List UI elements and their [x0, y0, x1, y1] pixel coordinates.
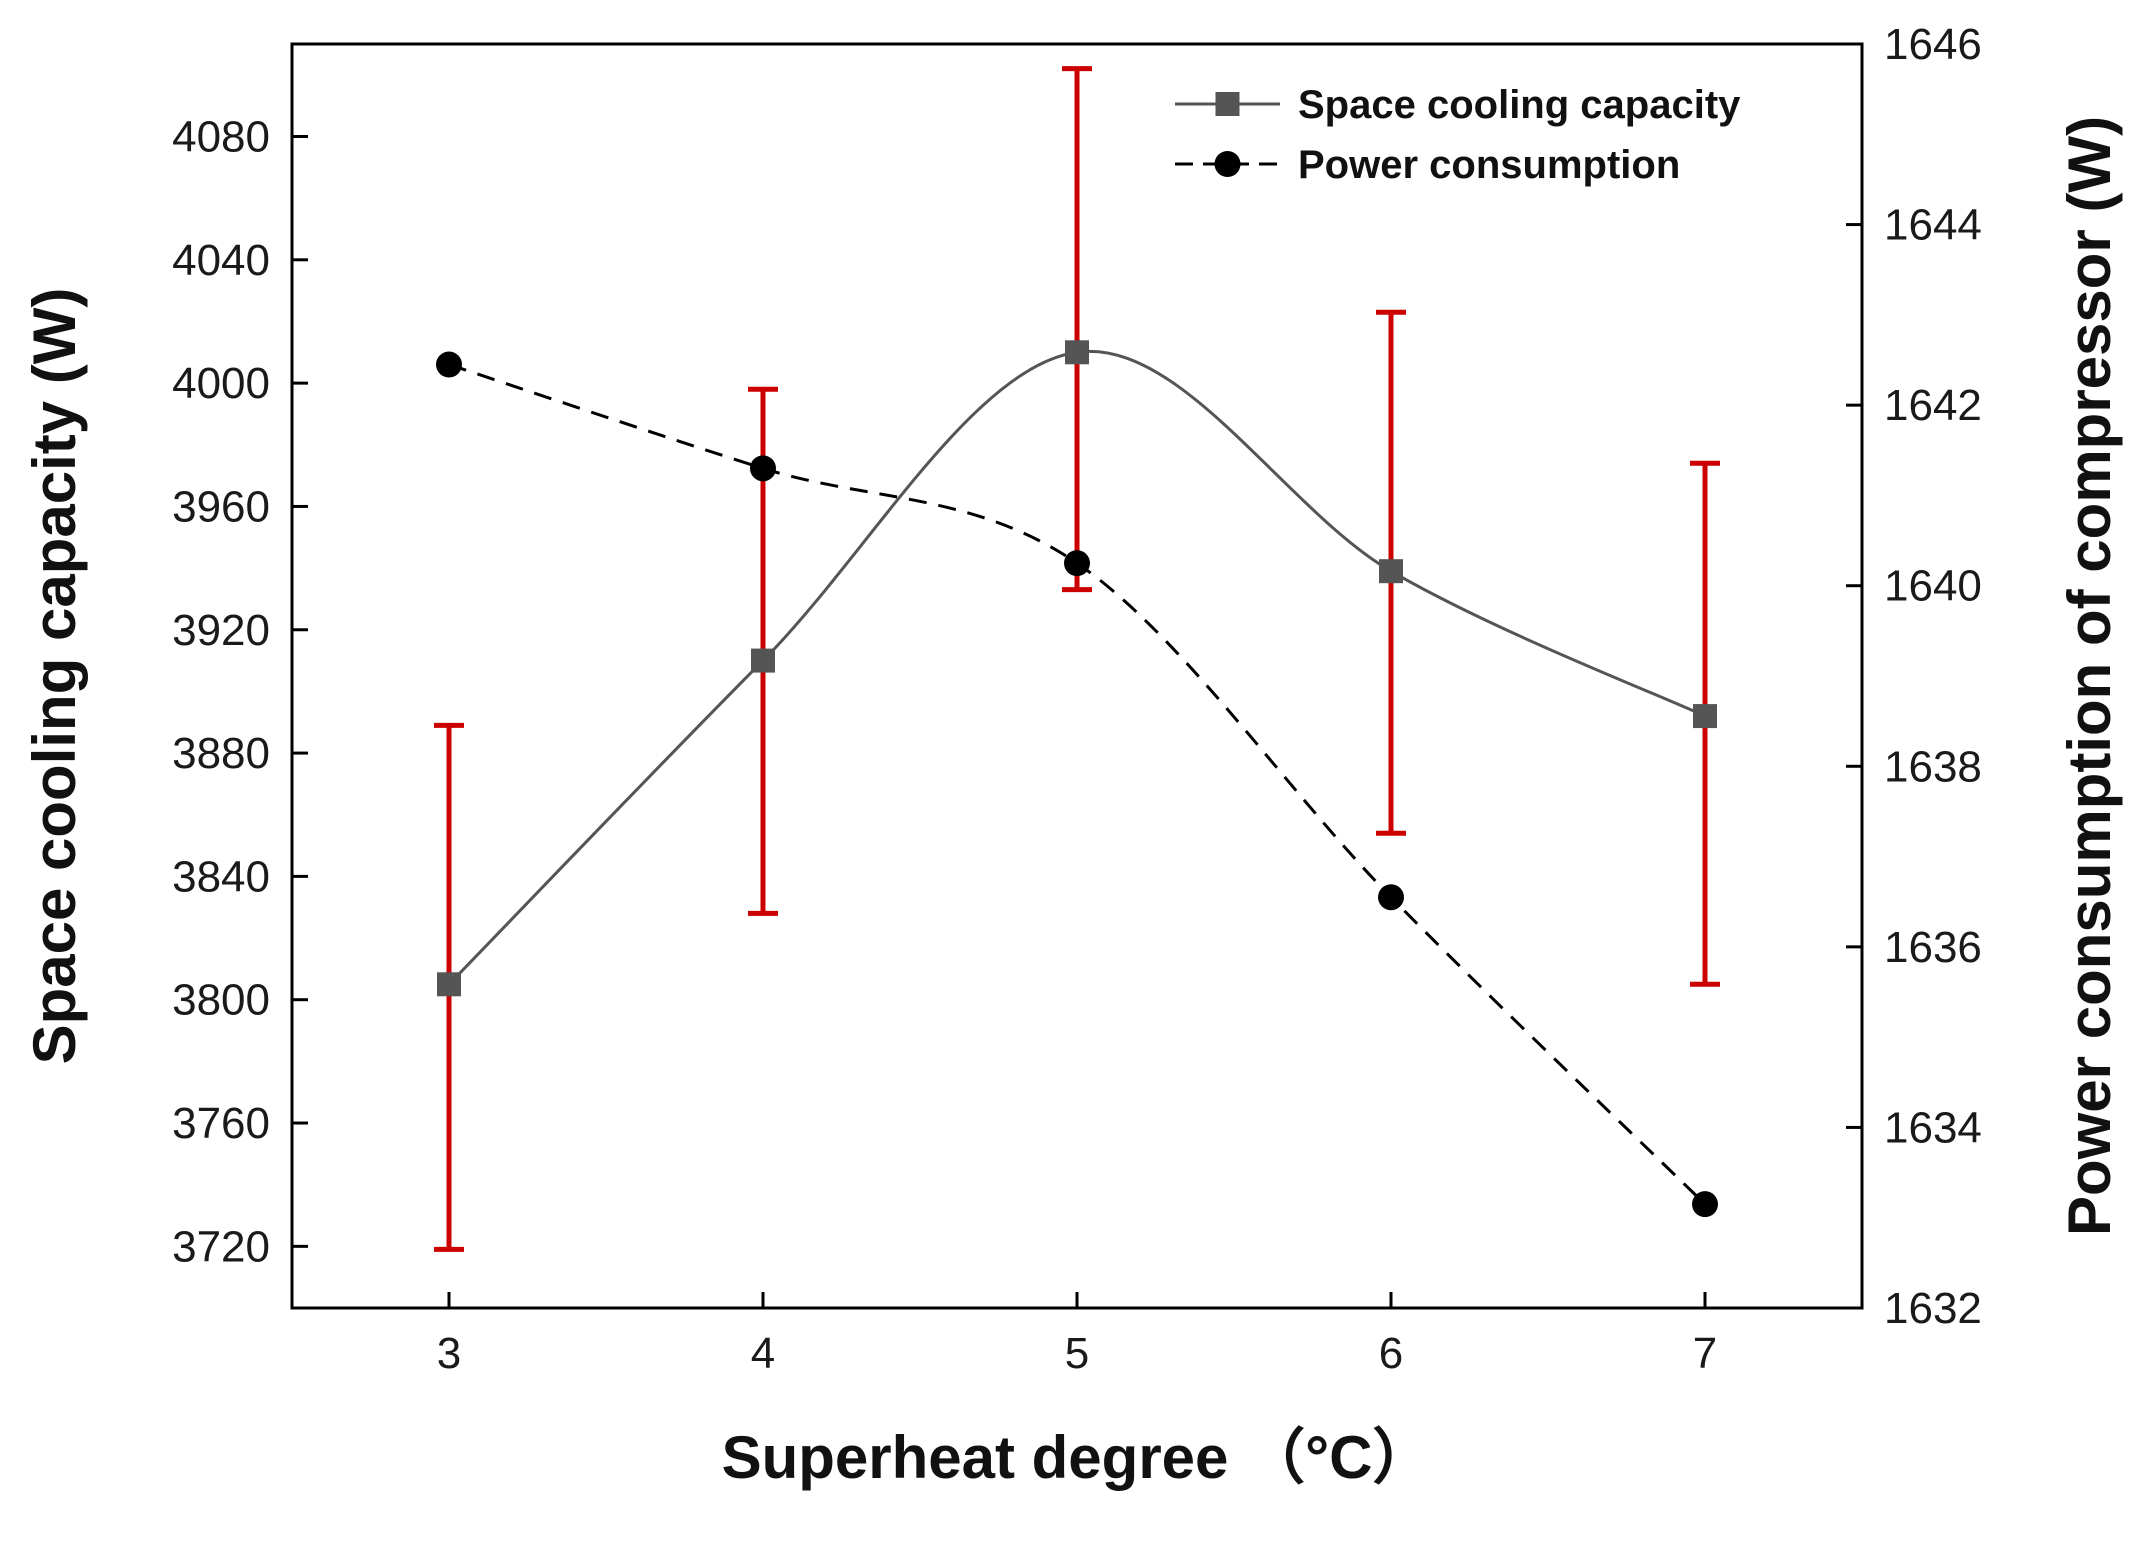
y-right-tick-label: 1644 — [1884, 201, 1982, 250]
legend-label-power-consumption: Power consumption — [1298, 143, 1680, 187]
data-markers — [436, 340, 1718, 1218]
y-left-tick-label: 3840 — [172, 852, 270, 901]
y-left-tick-label: 3960 — [172, 482, 270, 531]
x-tick-label: 6 — [1379, 1329, 1403, 1378]
y-right-tick-label: 1638 — [1884, 742, 1982, 791]
data-point-square — [1065, 340, 1089, 365]
data-point-square — [437, 972, 461, 997]
y-left-tick-label: 4080 — [172, 112, 270, 161]
y-left-tick-label: 4040 — [172, 236, 270, 285]
y-axis-right-title: Power consumption of compressor (W) — [2056, 116, 2123, 1236]
y-left-tick-label: 4000 — [172, 359, 270, 408]
y-left-tick-label: 3920 — [172, 606, 270, 655]
data-point-circle — [1692, 1191, 1718, 1218]
legend: Space cooling capacity Power consumption — [1175, 83, 1741, 187]
data-point-circle — [750, 455, 776, 482]
y-axis-left-title: Space cooling capacity (W) — [21, 288, 88, 1065]
data-point-circle — [1064, 550, 1090, 577]
x-tick-label: 7 — [1693, 1329, 1717, 1378]
y-left-tick-label: 3760 — [172, 1099, 270, 1148]
legend-marker-circle — [1214, 151, 1241, 177]
legend-marker-square — [1215, 92, 1240, 116]
y-left-tick-label: 3880 — [172, 729, 270, 778]
y-right-tick-label: 1642 — [1884, 381, 1982, 430]
data-point-circle — [1378, 884, 1404, 911]
y-right-tick-label: 1640 — [1884, 562, 1982, 611]
y-right-tick-label: 1636 — [1884, 923, 1982, 972]
y-right-tick-label: 1646 — [1884, 20, 1982, 69]
x-tick-label: 4 — [751, 1329, 775, 1378]
legend-label-space-cooling-capacity: Space cooling capacity — [1298, 83, 1741, 127]
data-point-square — [1693, 704, 1717, 729]
x-tick-label: 5 — [1065, 1329, 1089, 1378]
y-right-tick-label: 1634 — [1884, 1103, 1982, 1152]
y-right-tick-label: 1632 — [1884, 1284, 1982, 1333]
x-tick-label: 3 — [437, 1329, 461, 1378]
data-point-circle — [436, 351, 462, 378]
series-line-space-cooling-capacity — [447, 349, 1706, 986]
data-point-square — [1379, 559, 1403, 584]
y-left-tick-label: 3720 — [172, 1222, 270, 1271]
axes: 3 4 5 6 7 3720 3760 3800 3840 3880 3920 3960 4000 404… — [172, 20, 1982, 1378]
y-left-tick-label: 3800 — [172, 976, 270, 1025]
x-axis-title: Superheat degree （°C） — [722, 1424, 1433, 1491]
data-point-square — [751, 648, 775, 673]
